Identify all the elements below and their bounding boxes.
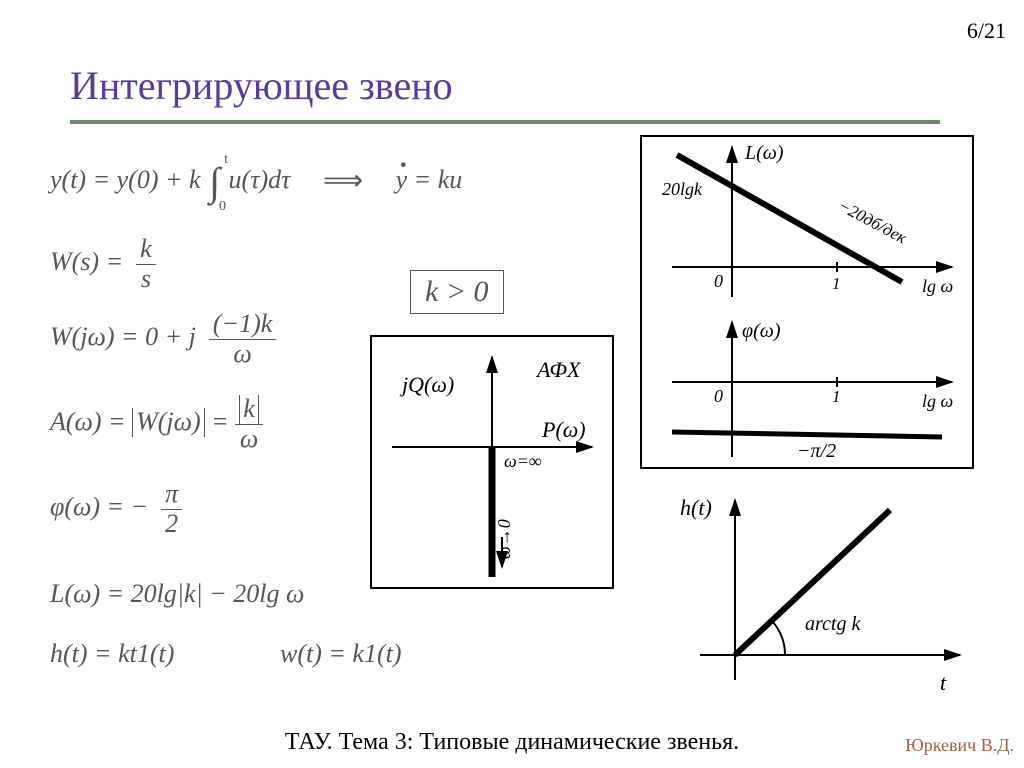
eq3-lhs: W(jω) = 0 + j: [50, 322, 196, 351]
slide-title: Интегрирующее звено: [70, 62, 453, 109]
step-slope: arctg k: [805, 613, 861, 635]
afh-omega-inf: ω=∞: [504, 451, 542, 471]
bode-mag-slope: −20дб/дек: [835, 196, 911, 248]
afh-title: АФХ: [535, 357, 582, 382]
eq4-eq: =: [211, 407, 235, 436]
eq1-integrand: u(τ)dτ: [229, 165, 291, 194]
equation-1: y(t) = y(0) + k ∫ t 0 u(τ)dτ ⟹ y = ku: [50, 160, 462, 204]
eq3-frac: (−1)k ω: [209, 310, 276, 368]
bode-mag-origin: 0: [714, 271, 723, 291]
eq1-rhs: = ku: [407, 165, 462, 194]
title-underline: [70, 120, 940, 124]
bode-phase-origin: 0: [714, 386, 723, 406]
eq1-lhs: y(t) = y(0) + k: [50, 165, 201, 194]
bode-phase-tick: 1: [832, 387, 841, 406]
afh-ylabel: jQ(ω): [399, 372, 454, 397]
eq2-frac: k s: [136, 235, 156, 293]
page-number: 6/21: [967, 18, 1006, 44]
footer-text: ТАУ. Тема 3: Типовые динамические звенья…: [0, 729, 1024, 756]
eq5-num: π: [161, 480, 182, 510]
k-constraint-box: k > 0: [410, 270, 504, 314]
bode-phase-ylabel: φ(ω): [742, 320, 781, 342]
step-diagram: h(t) t arctg k: [680, 490, 980, 700]
eq2-den: s: [136, 265, 156, 294]
bode-mag-ylabel: L(ω): [744, 142, 784, 164]
bode-diagram-box: L(ω) lg ω 20lgk −20дб/дек 0 1 φ(ω) lg ω …: [640, 135, 974, 469]
bode-mag-left: 20lgk: [662, 179, 703, 199]
eq2-num: k: [136, 235, 156, 265]
bode-mag-tick: 1: [832, 274, 841, 293]
equation-8: w(t) = k1(t): [280, 640, 402, 669]
step-xlabel: t: [940, 670, 947, 695]
bode-svg: L(ω) lg ω 20lgk −20дб/дек 0 1 φ(ω) lg ω …: [642, 137, 972, 467]
int-lower: 0: [219, 199, 226, 214]
equation-2: W(s) = k s: [50, 235, 156, 293]
afh-diagram: АФХ jQ(ω) P(ω) ω=∞ ω→0: [370, 335, 614, 589]
implies-arrow: ⟹: [323, 166, 363, 197]
eq4-den: ω: [235, 425, 263, 454]
equation-6: L(ω) = 20lg|k| − 20lg ω: [50, 580, 304, 609]
bode-phase-xlabel: lg ω: [922, 391, 953, 411]
integral-sign: ∫ t 0: [209, 160, 220, 204]
step-svg: h(t) t arctg k: [680, 490, 980, 700]
eq4-abs: W(jω): [132, 408, 205, 437]
eq4-frac: k ω: [235, 395, 263, 453]
bode-phase-value: −π/2: [797, 440, 836, 462]
eq1-ydot: y: [396, 165, 408, 194]
eq3-num: (−1)k: [209, 310, 276, 340]
afh-svg: АФХ jQ(ω) P(ω) ω=∞ ω→0: [372, 337, 612, 587]
eq5-frac: π 2: [161, 480, 182, 538]
eq4-lhs: A(ω) =: [50, 407, 132, 436]
bode-mag-xlabel: lg ω: [922, 276, 953, 296]
afh-omega-zero: ω→0: [494, 519, 514, 559]
equation-3: W(jω) = 0 + j (−1)k ω: [50, 310, 276, 368]
eq4-num-abs: k: [239, 395, 259, 424]
int-upper: t: [224, 152, 228, 167]
afh-xlabel: P(ω): [541, 417, 586, 442]
eq5-den: 2: [161, 510, 182, 539]
equation-7: h(t) = kt1(t): [50, 640, 174, 669]
eq3-den: ω: [209, 340, 276, 369]
author-text: Юркевич В.Д.: [905, 735, 1014, 756]
step-ylabel: h(t): [680, 495, 712, 520]
eq2-lhs: W(s) =: [50, 247, 123, 276]
eq5-lhs: φ(ω) = −: [50, 492, 148, 521]
eq4-num: k: [235, 395, 263, 425]
equation-5: φ(ω) = − π 2: [50, 480, 182, 538]
equation-4: A(ω) = W(jω) = k ω: [50, 395, 263, 453]
